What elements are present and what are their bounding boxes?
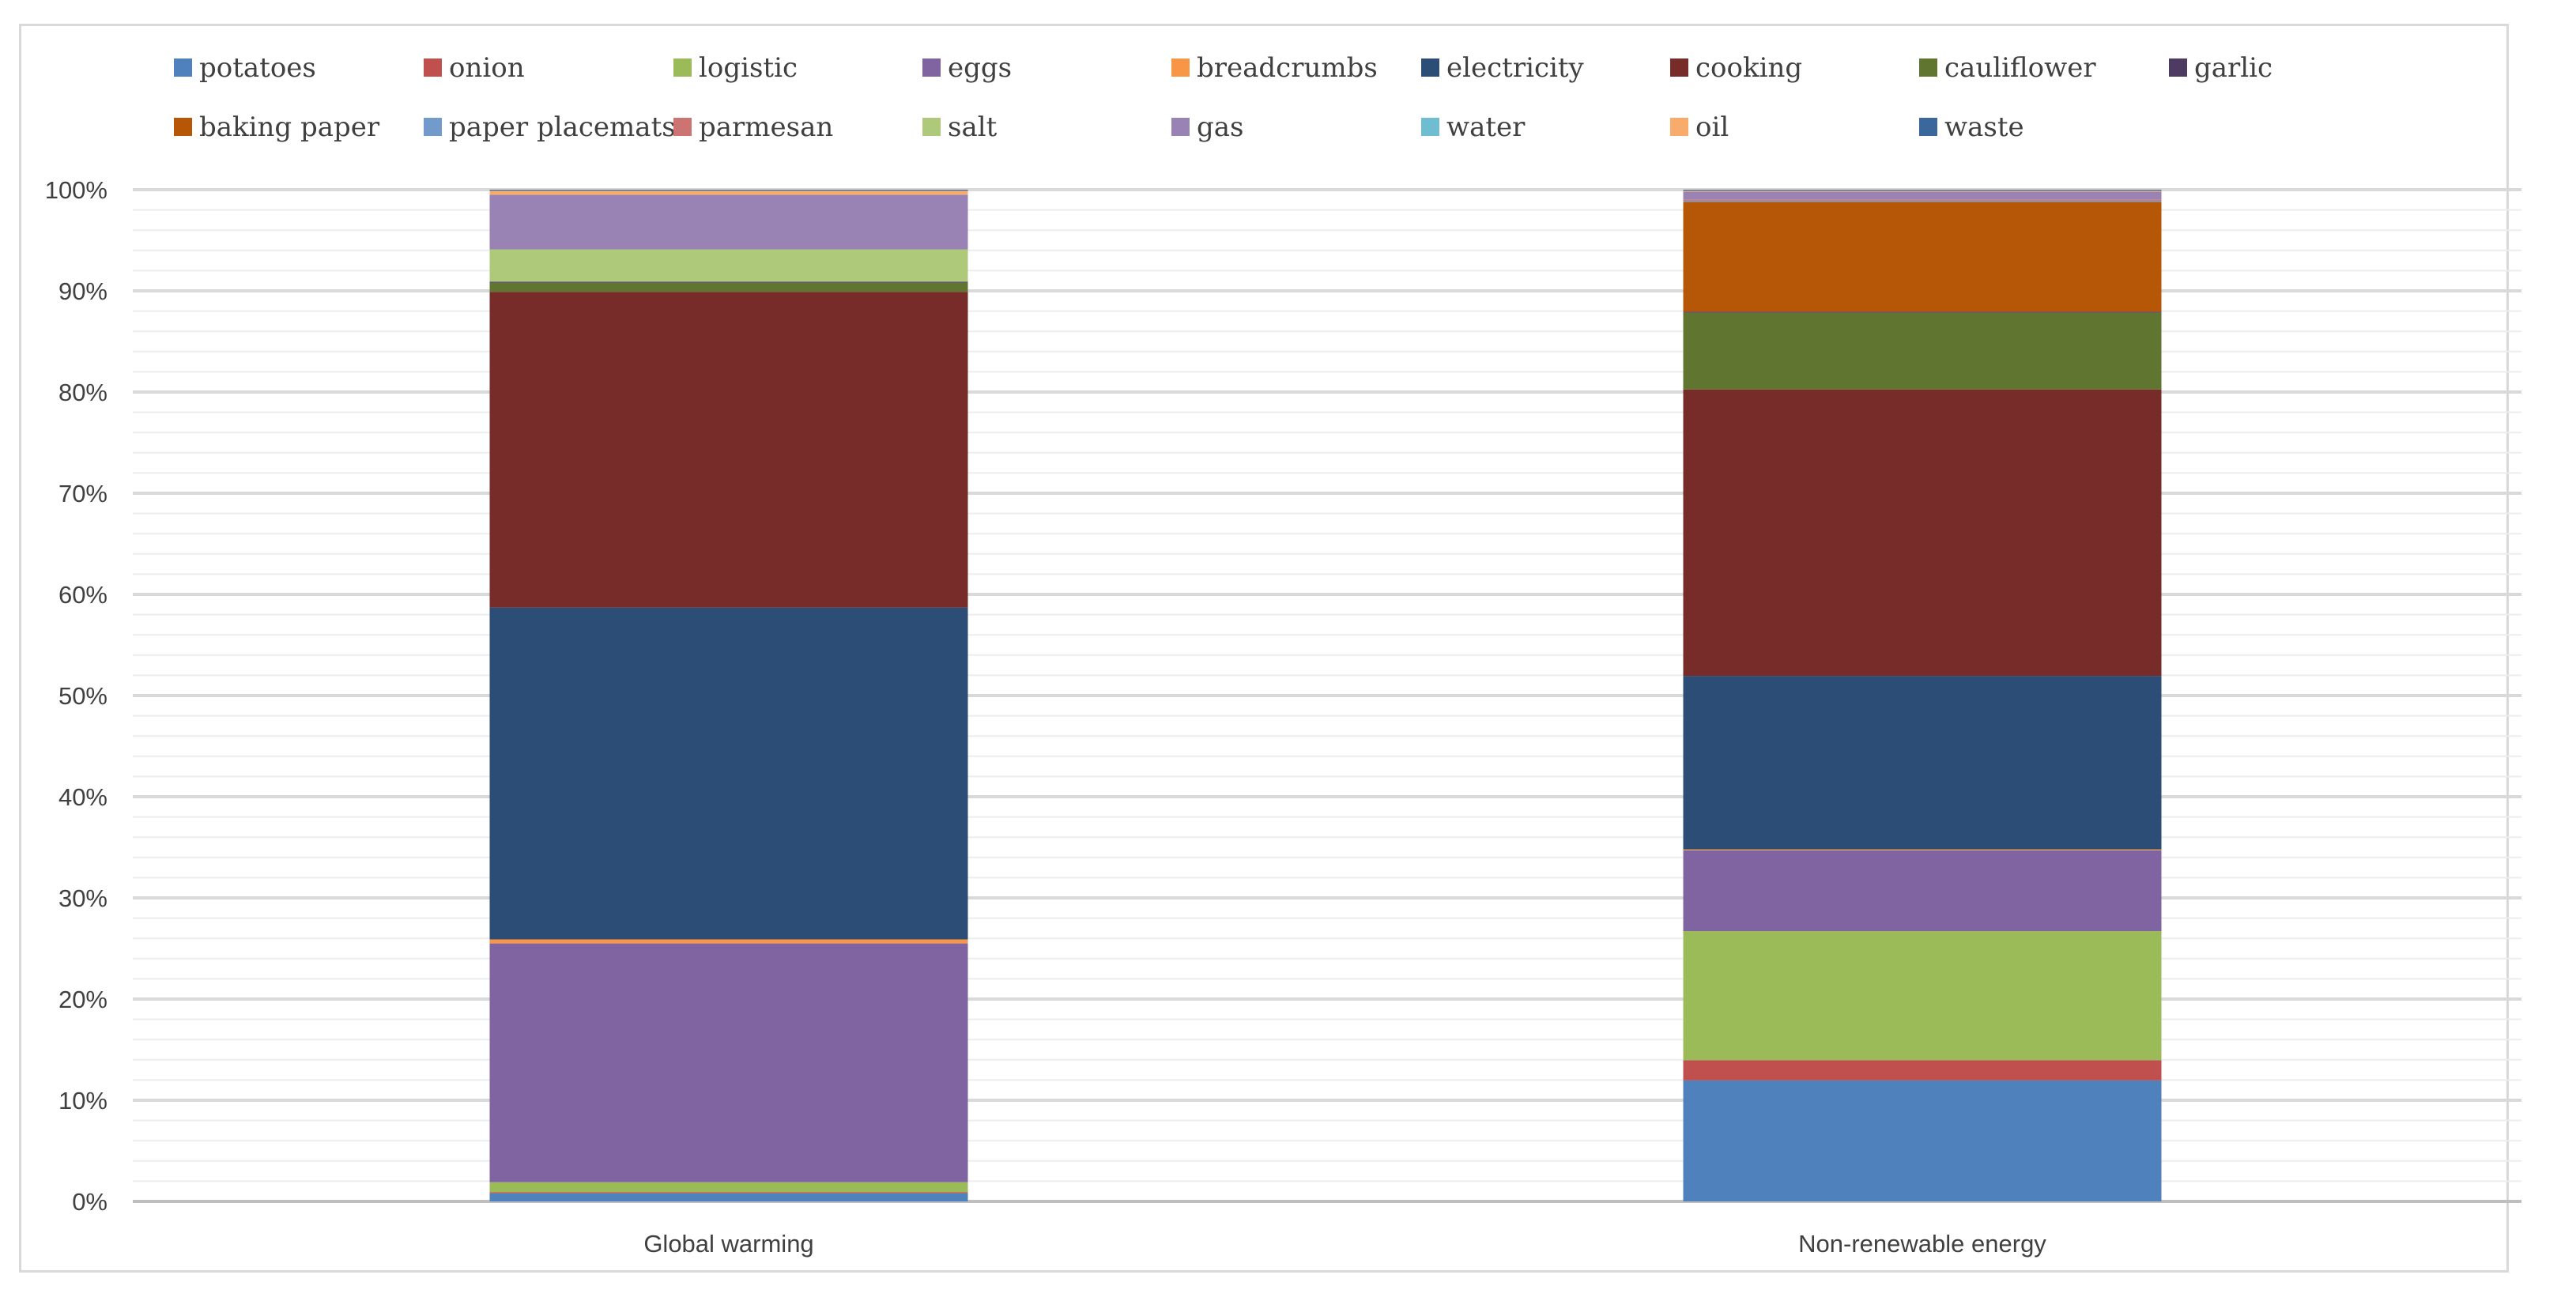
y-tick-label: 30%	[58, 884, 107, 912]
legend-swatch	[922, 58, 941, 77]
legend-swatch	[922, 118, 941, 136]
bar-segment-global-warming-onion	[489, 1192, 968, 1194]
legend-item-cauliflower: cauliflower	[1919, 52, 2096, 84]
bar-segment-non-renewable-energy-cooking	[1683, 389, 2162, 677]
x-category-label: Global warming	[643, 1230, 813, 1258]
y-tick-label: 60%	[58, 581, 107, 609]
bar-segment-global-warming-salt	[489, 249, 968, 282]
legend-label: breadcrumbs	[1197, 52, 1378, 84]
bar-segment-global-warming-cooking	[489, 292, 968, 608]
bar-segment-non-renewable-energy-paper-placemats	[1683, 201, 2162, 202]
legend-label: gas	[1197, 111, 1243, 143]
legend-item-breadcrumbs: breadcrumbs	[1171, 52, 1378, 84]
bar-stack-global-warming	[489, 190, 968, 1201]
bar-segment-global-warming-breadcrumbs	[489, 939, 968, 944]
bar-segment-non-renewable-energy-electricity	[1683, 676, 2162, 850]
legend-label: parmesan	[699, 111, 833, 143]
legend-label: potatoes	[199, 52, 316, 84]
legend-item-gas: gas	[1171, 111, 1243, 143]
legend-swatch	[424, 58, 442, 77]
legend-item-parmesan: parmesan	[673, 111, 833, 143]
bar-segment-non-renewable-energy-eggs	[1683, 850, 2162, 931]
y-axis-ticks: 0% 10% 20% 30% 40% 50% 60% 70% 80% 90% 100%	[45, 176, 107, 1216]
legend-label: garlic	[2194, 52, 2272, 84]
bar-segment-global-warming-eggs	[489, 943, 968, 1182]
y-tick-label: 10%	[58, 1087, 107, 1114]
bar-segment-global-warming-garlic	[489, 281, 968, 283]
legend-item-water: water	[1421, 111, 1526, 143]
legend-label: cauliflower	[1944, 52, 2096, 84]
y-tick-label: 90%	[58, 277, 107, 305]
legend-swatch	[1670, 58, 1688, 77]
legend-swatch	[424, 118, 442, 136]
y-tick-label: 0%	[72, 1188, 107, 1216]
bar-segment-global-warming-cauliflower	[489, 282, 968, 292]
legend-swatch	[174, 118, 192, 136]
legend-label: logistic	[699, 52, 798, 84]
legend-swatch	[673, 118, 692, 136]
bar-segment-global-warming-oil	[489, 190, 968, 195]
legend-label: electricity	[1446, 52, 1585, 84]
legend-swatch	[1670, 118, 1688, 136]
legend-label: cooking	[1695, 52, 1802, 84]
legend-item-onion: onion	[424, 52, 525, 84]
legend-item-cooking: cooking	[1670, 52, 1802, 84]
legend-item-baking-paper: baking paper	[174, 111, 380, 143]
legend-item-garlic: garlic	[2169, 52, 2272, 84]
bar-segment-non-renewable-energy-gas	[1683, 191, 2162, 200]
bar-segment-non-renewable-energy-cauliflower	[1683, 312, 2162, 390]
bar-stack-non-renewable-energy	[1683, 190, 2162, 1201]
y-tick-label: 40%	[58, 783, 107, 811]
legend-item-logistic: logistic	[673, 52, 798, 84]
legend-swatch	[1171, 118, 1190, 136]
legend-label: oil	[1695, 111, 1729, 143]
legend: potatoes onion logistic eggs breadcrumbs elec…	[174, 52, 2272, 143]
bars	[489, 190, 2162, 1201]
y-tick-label: 50%	[58, 682, 107, 710]
legend-item-electricity: electricity	[1421, 52, 1585, 84]
legend-item-oil: oil	[1670, 111, 1729, 143]
legend-label: paper placemats	[449, 111, 676, 143]
legend-swatch	[1919, 58, 1937, 77]
legend-item-paper-placemats: paper placemats	[424, 111, 676, 143]
bar-segment-global-warming-electricity	[489, 607, 968, 940]
legend-swatch	[1919, 118, 1937, 136]
bar-segment-global-warming-gas	[489, 194, 968, 250]
legend-item-potatoes: potatoes	[174, 52, 316, 84]
legend-label: waste	[1944, 111, 2024, 143]
y-tick-label: 100%	[45, 176, 107, 204]
legend-label: baking paper	[199, 111, 380, 143]
x-category-label: Non-renewable energy	[1798, 1230, 2046, 1258]
legend-swatch	[1171, 58, 1190, 77]
bar-segment-global-warming-potatoes	[489, 1193, 968, 1201]
bar-segment-non-renewable-energy-baking-paper	[1683, 202, 2162, 312]
bar-segment-non-renewable-energy-parmesan	[1683, 199, 2162, 202]
legend-swatch	[174, 58, 192, 77]
legend-item-waste: waste	[1919, 111, 2024, 143]
bar-segment-non-renewable-energy-onion	[1683, 1060, 2162, 1080]
bar-segment-non-renewable-energy-garlic	[1683, 311, 2162, 313]
legend-swatch	[2169, 58, 2187, 77]
bar-segment-non-renewable-energy-logistic	[1683, 930, 2162, 1061]
y-tick-label: 80%	[58, 379, 107, 406]
legend-label: salt	[948, 111, 998, 143]
bar-segment-non-renewable-energy-oil	[1683, 190, 2162, 192]
y-tick-label: 20%	[58, 986, 107, 1013]
legend-label: onion	[449, 52, 525, 84]
legend-item-eggs: eggs	[922, 52, 1012, 84]
bar-segment-non-renewable-energy-potatoes	[1683, 1080, 2162, 1201]
legend-swatch	[673, 58, 692, 77]
legend-swatch	[1421, 58, 1439, 77]
bar-segment-global-warming-logistic	[489, 1182, 968, 1193]
legend-label: water	[1446, 111, 1526, 143]
y-tick-label: 70%	[58, 480, 107, 507]
legend-item-salt: salt	[922, 111, 998, 143]
legend-swatch	[1421, 118, 1439, 136]
legend-label: eggs	[948, 52, 1012, 84]
